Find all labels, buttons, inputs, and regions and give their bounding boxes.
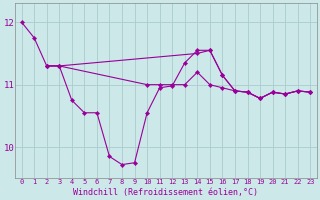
X-axis label: Windchill (Refroidissement éolien,°C): Windchill (Refroidissement éolien,°C) [73, 188, 259, 197]
